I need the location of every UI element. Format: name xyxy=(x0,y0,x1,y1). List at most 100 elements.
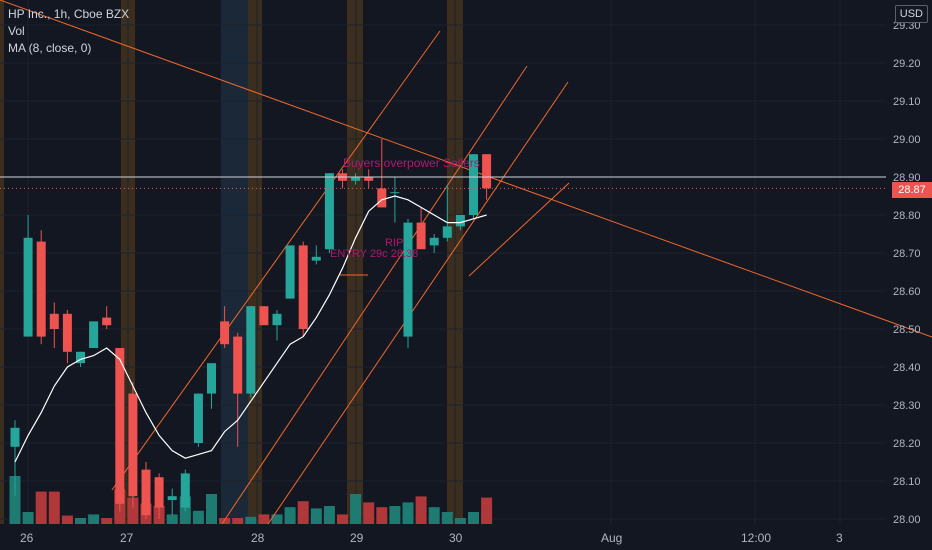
grid-lines xyxy=(0,0,886,524)
candle-body xyxy=(89,321,99,348)
x-tick-label: 29 xyxy=(350,531,364,545)
volume-bar xyxy=(350,494,362,524)
candle-body xyxy=(49,313,59,329)
volume-bar xyxy=(61,515,73,524)
volume-bar xyxy=(9,476,21,524)
currency-badge[interactable]: USD xyxy=(894,5,928,23)
candle-body xyxy=(180,473,190,508)
candle-body xyxy=(298,245,308,329)
time-axis: 26 27 28 29 30 Aug 12:00 3 xyxy=(20,531,843,545)
volume-bar xyxy=(245,516,257,524)
legend-ma: MA (8, close, 0) xyxy=(8,41,92,55)
volume-bar xyxy=(48,491,60,524)
candle-body xyxy=(246,306,256,394)
candle-body xyxy=(128,393,138,497)
volume-bar xyxy=(206,494,217,524)
candle-body xyxy=(102,317,112,326)
y-tick-label: 28.50 xyxy=(893,324,921,336)
volume-bar xyxy=(232,518,244,524)
volume-bar xyxy=(284,507,296,524)
moving-average-line xyxy=(14,195,487,463)
candle-body xyxy=(10,427,20,447)
candle-body xyxy=(23,237,33,337)
candle-body xyxy=(193,393,203,443)
volume-bar xyxy=(402,502,414,524)
candle-body xyxy=(207,363,216,394)
candle-body xyxy=(416,222,426,250)
candle-body xyxy=(455,215,465,227)
volume-bar xyxy=(75,518,86,524)
annotation-buyers: Buyers overpower Sellers xyxy=(343,156,480,170)
candle-body xyxy=(154,477,164,508)
y-tick-label: 29.00 xyxy=(893,134,921,146)
session-band xyxy=(221,0,249,524)
volume-bar xyxy=(22,512,34,524)
y-tick-label: 29.30 xyxy=(893,20,921,32)
candle-body xyxy=(259,306,269,326)
session-band xyxy=(0,0,4,524)
session-band xyxy=(248,0,262,524)
volume-bar xyxy=(441,512,453,524)
volume-bar xyxy=(454,518,466,524)
y-tick-label: 28.10 xyxy=(893,476,921,488)
candle-body xyxy=(220,321,230,345)
candle-body xyxy=(364,177,374,181)
volume-bar xyxy=(323,506,335,524)
volume-bar xyxy=(35,491,47,524)
volume-bar xyxy=(101,518,113,524)
volume-bar xyxy=(88,514,100,524)
candle-body xyxy=(351,177,361,181)
y-tick-label: 28.20 xyxy=(893,438,921,450)
volume-bar xyxy=(481,497,493,524)
volume-bar xyxy=(389,506,401,524)
volume-bar xyxy=(468,512,479,524)
annotation-entry: ENTRY 29c 28.38 xyxy=(330,248,418,260)
y-tick-label: 28.80 xyxy=(893,210,921,222)
legend-vol: Vol xyxy=(8,24,25,38)
x-tick-label: 26 xyxy=(20,531,34,545)
candle-body xyxy=(442,226,452,238)
trend-line xyxy=(468,182,570,277)
y-tick-label: 28.40 xyxy=(893,362,921,374)
x-tick-label: 28 xyxy=(251,531,265,545)
x-tick-label: 12:00 xyxy=(741,531,771,545)
volume-bar xyxy=(258,514,270,524)
y-tick-label: 28.00 xyxy=(893,514,921,526)
volume-bar xyxy=(127,497,139,524)
candle-body xyxy=(272,313,282,326)
candle-body xyxy=(167,496,177,500)
legend-symbol: HP Inc., 1h, Cboe BZX xyxy=(8,7,130,21)
volume-bar xyxy=(297,501,309,524)
price-axis: 29.30 29.20 29.10 29.00 28.90 28.80 28.70 28.60… xyxy=(893,20,921,526)
volume-bar xyxy=(166,514,178,524)
volume-bar xyxy=(376,507,388,524)
session-band xyxy=(347,0,363,524)
candle-body xyxy=(429,237,439,246)
trend-line xyxy=(0,0,932,338)
candles xyxy=(10,139,492,519)
x-tick-label: 30 xyxy=(449,531,463,545)
volume-bar xyxy=(428,507,440,524)
trend-line xyxy=(111,30,441,491)
session-highlights xyxy=(0,0,463,524)
y-tick-label: 29.10 xyxy=(893,96,921,108)
candle-body xyxy=(482,154,492,189)
trend-line xyxy=(267,81,569,525)
horizontal-price-line xyxy=(0,176,886,189)
x-tick-label: 3 xyxy=(836,531,843,545)
y-tick-label: 28.60 xyxy=(893,286,921,298)
annotations: Buyers overpower Sellers RIP ENTRY 29c 2… xyxy=(330,156,480,260)
candle-body xyxy=(469,154,478,215)
trend-line xyxy=(221,65,528,525)
annotation-rip: RIP xyxy=(385,237,403,249)
volume-bar xyxy=(363,502,375,524)
x-tick-label: 27 xyxy=(120,531,134,545)
volume-bar xyxy=(192,510,204,524)
candle-body xyxy=(76,351,85,364)
trend-lines xyxy=(0,0,932,525)
candle-body xyxy=(115,348,125,504)
candle-body xyxy=(141,469,151,516)
candle-body xyxy=(324,173,334,250)
candle-body xyxy=(311,256,321,261)
